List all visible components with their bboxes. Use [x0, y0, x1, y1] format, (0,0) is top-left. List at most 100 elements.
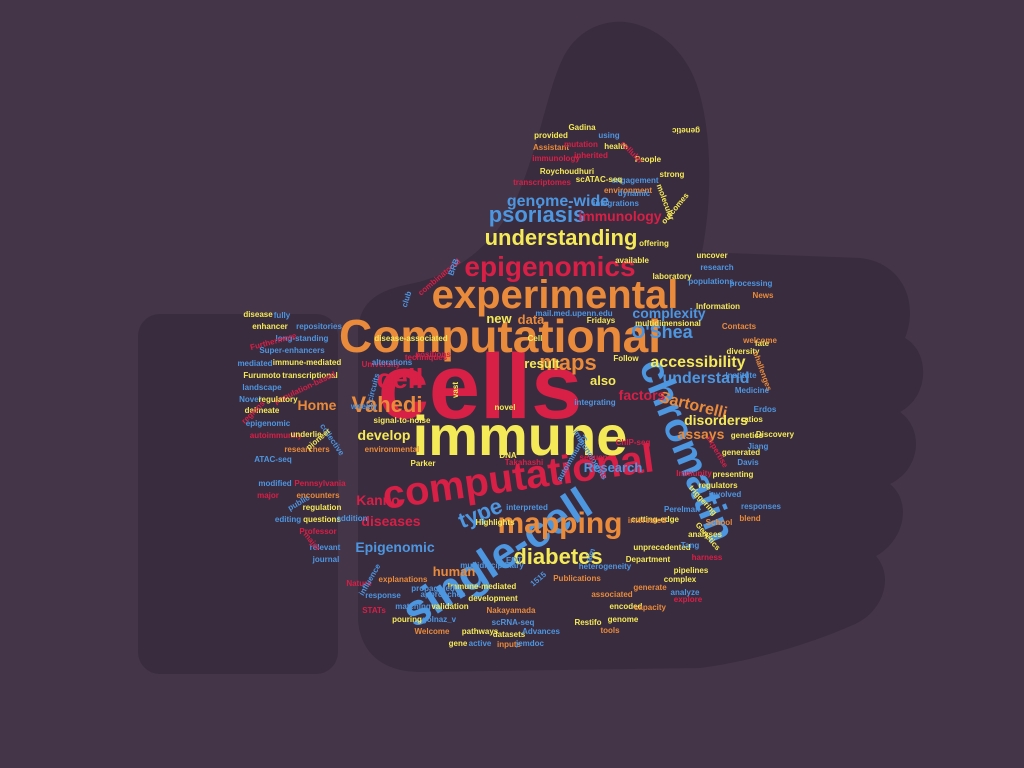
cloud-word: Immune-mediated: [448, 582, 517, 591]
cloud-word: immune-mediated: [273, 358, 342, 367]
cloud-word: interested: [628, 516, 666, 525]
cloud-word: strong: [660, 170, 685, 179]
cloud-word: Fridays: [587, 316, 616, 325]
cloud-word: landscape: [242, 383, 282, 392]
cloud-word: laboratory: [652, 272, 692, 281]
cloud-word: analyses: [688, 530, 722, 539]
cloud-word: mail.med.upenn.edu: [535, 309, 612, 318]
cloud-word: involved: [709, 490, 742, 499]
cloud-word: human: [433, 564, 476, 579]
cloud-word: Follow: [613, 354, 639, 363]
cloud-word: ratios: [741, 415, 763, 424]
cloud-word: generate: [633, 583, 667, 592]
cloud-word: heterogeneity: [579, 562, 632, 571]
cloud-word: explore: [674, 595, 703, 604]
cloud-word: Perelman: [664, 505, 700, 514]
cloud-word: disorders: [684, 412, 748, 428]
cloud-word: encounters: [296, 491, 340, 500]
cloud-word: STATs: [362, 606, 386, 615]
cloud-word: researchers: [284, 445, 330, 454]
cloud-word: generated: [722, 448, 760, 457]
cloud-word: immunology: [532, 154, 580, 163]
cloud-word: approaches: [421, 590, 466, 599]
cloud-word: tools: [600, 626, 620, 635]
cloud-word: Erdos: [754, 405, 777, 414]
cloud-word: experimental: [432, 273, 679, 317]
cloud-word: understanding: [485, 225, 638, 250]
cloud-word: novel: [495, 403, 516, 412]
cloud-word: Institute: [725, 371, 757, 380]
cloud-word: regulatory: [258, 395, 298, 404]
cloud-word: repositories: [296, 322, 342, 331]
cloud-word: Furumoto: [243, 371, 280, 380]
cloud-word: Cell: [528, 334, 543, 343]
cloud-word: welcome: [742, 336, 777, 345]
cloud-word: complex: [664, 575, 697, 584]
cloud-word: scRNA-seq: [492, 618, 535, 627]
cloud-word: pipelines: [674, 566, 709, 575]
cloud-word: People: [635, 155, 662, 164]
cloud-word: genome-wide: [507, 193, 609, 210]
cloud-word: understand: [662, 370, 749, 387]
cloud-word: assays: [678, 426, 725, 442]
cloud-word: offering: [639, 239, 669, 248]
cloud-word: School: [706, 518, 733, 527]
cloud-word: inherited: [574, 151, 608, 160]
cloud-word: capacity: [634, 603, 667, 612]
cloud-word: Medicine: [735, 386, 770, 395]
cloud-word: techniques: [405, 353, 448, 362]
thumbs-up-shape: [138, 21, 924, 674]
cloud-word: Gadina: [568, 123, 596, 132]
cloud-word: Immunity: [676, 469, 712, 478]
cloud-word: Nature: [346, 579, 372, 588]
cloud-word: alterations: [372, 358, 413, 367]
cloud-word: validation: [431, 602, 468, 611]
cloud-word: weekly: [350, 402, 378, 411]
cloud-word: genetic: [671, 126, 700, 135]
cloud-word: provided: [534, 131, 568, 140]
cloud-word: pathways: [462, 627, 499, 636]
cloud-word: active: [469, 639, 492, 648]
cloud-word: Restifo: [574, 618, 601, 627]
cloud-word: associated: [591, 590, 632, 599]
cloud-word: golnaz_v: [422, 615, 457, 624]
cloud-word: Professor: [299, 527, 336, 536]
cloud-word: Information: [696, 302, 740, 311]
cloud-word: Vahedi: [352, 392, 423, 417]
cloud-word: psoriasis: [489, 202, 586, 227]
cloud-word: Welcome: [415, 627, 451, 636]
cloud-word: diversity: [727, 347, 760, 356]
cloud-word: Highlights: [475, 518, 515, 527]
cloud-word: epigenomic: [246, 419, 291, 428]
cloud-word: dynamic: [618, 189, 651, 198]
cloud-word: addition: [336, 514, 367, 523]
cloud-word: uncover: [696, 251, 727, 260]
cloud-word: using: [598, 131, 619, 140]
cloud-word: delineate: [245, 406, 280, 415]
cloud-word: propagated: [411, 584, 455, 593]
cloud-word: Kanno: [356, 492, 400, 508]
cloud-word: harness: [692, 553, 723, 562]
cloud-word: response: [365, 591, 401, 600]
cloud-word: sequence: [580, 453, 617, 462]
cloud-word: cell: [377, 363, 424, 394]
cloud-word: mapping: [498, 507, 623, 540]
cloud-word: autoimmunity: [250, 431, 303, 440]
cloud-word: cutting-edge: [631, 515, 680, 524]
cloud-word: Roychoudhuri: [540, 167, 594, 176]
cloud-word: Super-enhancers: [259, 346, 325, 355]
cloud-word: integrating: [574, 398, 615, 407]
cloud-word: enhancer: [252, 322, 288, 331]
cloud-word: unprecedented: [633, 543, 690, 552]
cloud-word: Home: [298, 397, 337, 413]
cloud-word: development: [468, 594, 518, 603]
cloud-word: O'Shea: [631, 322, 693, 342]
cloud-word: blend: [739, 514, 760, 523]
cloud-word: fate: [755, 339, 770, 348]
cloud-word: fully: [274, 311, 291, 320]
cloud-word: environmental: [365, 445, 420, 454]
cloud-word: immune: [413, 404, 628, 467]
cloud-word: ATAC-seq: [254, 455, 292, 464]
cloud-word: pouring: [392, 615, 422, 624]
